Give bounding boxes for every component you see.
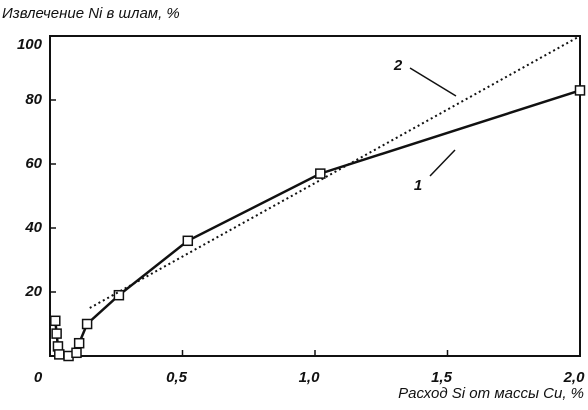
- marker: [73, 337, 85, 349]
- y-axis-title: Извлечение Ni в шлам, %: [2, 5, 180, 22]
- marker: [51, 328, 62, 339]
- plot-frame: [49, 35, 581, 357]
- series-line: [89, 35, 581, 309]
- series-line: [54, 89, 581, 358]
- y-tick-label: 40: [24, 219, 42, 236]
- marker: [54, 349, 65, 360]
- x-tick-label: 0,5: [166, 369, 188, 386]
- x-tick-label: 1,0: [299, 369, 321, 386]
- y-tick-label: 20: [24, 283, 42, 300]
- x-axis-title: Расход Si от массы Cu, %: [398, 385, 584, 402]
- series-label: 2: [393, 57, 403, 74]
- marker: [71, 347, 82, 359]
- series-label: 1: [414, 177, 422, 194]
- y-tick-label: 100: [17, 36, 43, 53]
- y-tick-label: 80: [25, 91, 42, 108]
- x-tick-label: 2,0: [563, 369, 586, 386]
- marker: [113, 289, 125, 301]
- leader-line: [409, 67, 457, 97]
- x-tick-label: 0: [34, 369, 43, 386]
- marker: [315, 168, 326, 179]
- marker: [574, 85, 586, 96]
- marker: [50, 315, 61, 327]
- leader-line: [429, 149, 456, 177]
- marker: [81, 318, 93, 330]
- y-tick-label: 60: [25, 155, 42, 172]
- x-tick-label: 1,5: [431, 369, 453, 386]
- marker: [182, 235, 194, 247]
